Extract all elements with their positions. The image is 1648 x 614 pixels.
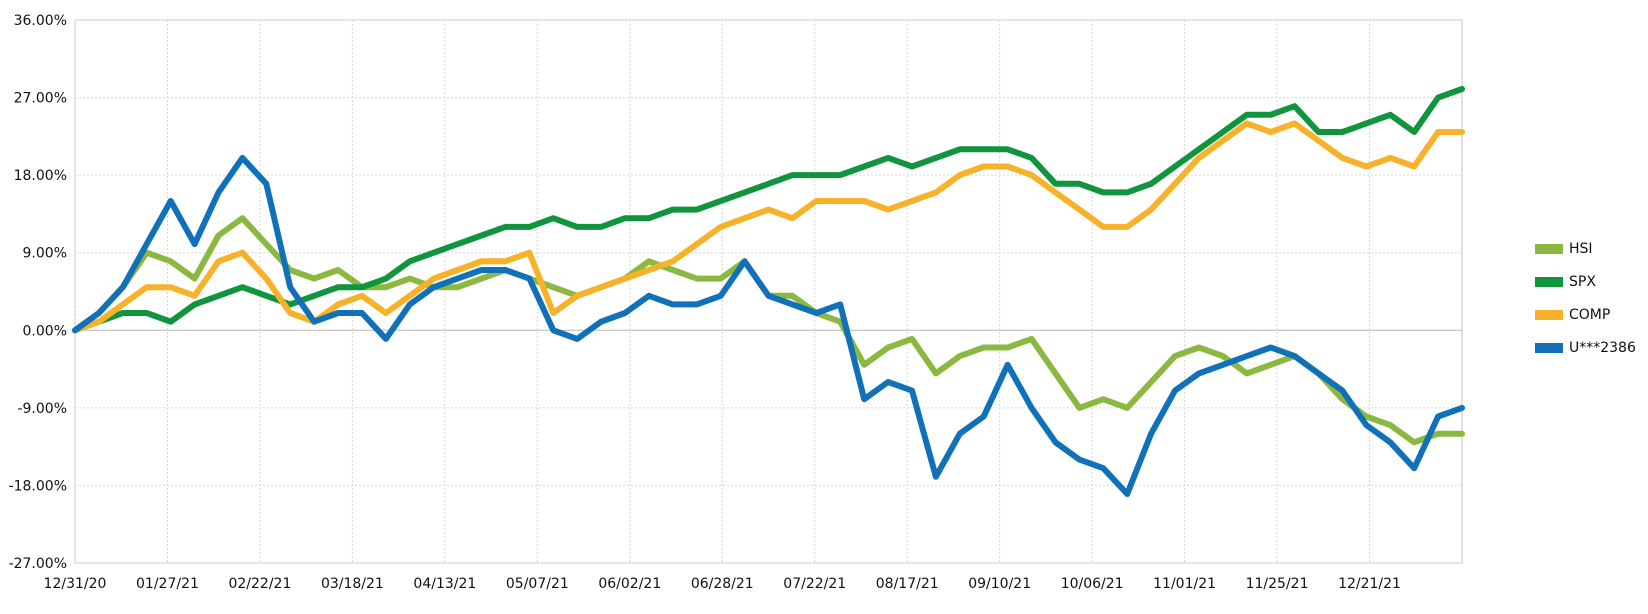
x-tick-label: 11/01/21 xyxy=(1153,576,1216,592)
x-tick-label: 01/27/21 xyxy=(136,576,199,592)
legend-item-spx: SPX xyxy=(1535,265,1636,298)
x-tick-label: 09/10/21 xyxy=(968,576,1031,592)
x-tick-label: 04/13/21 xyxy=(413,576,476,592)
series-lines xyxy=(72,86,1465,497)
grid-lines xyxy=(74,19,1462,564)
x-tick-label: 12/21/21 xyxy=(1338,576,1401,592)
legend-label: U***2386 xyxy=(1569,339,1636,356)
legend-item-comp: COMP xyxy=(1535,298,1636,331)
x-tick-label: 06/28/21 xyxy=(691,576,754,592)
series-line-comp xyxy=(72,120,1465,334)
x-tick-label: 05/07/21 xyxy=(506,576,569,592)
y-tick-label: 0.00% xyxy=(23,323,67,339)
series-line-spx xyxy=(72,86,1465,334)
legend-item-u-2386: U***2386 xyxy=(1535,331,1636,364)
y-tick-label: 9.00% xyxy=(23,246,67,262)
legend-item-hsi: HSI xyxy=(1535,232,1636,265)
legend-swatch xyxy=(1535,243,1563,254)
y-tick-label: 27.00% xyxy=(14,91,67,107)
legend-label: SPX xyxy=(1569,273,1596,290)
legend-label: COMP xyxy=(1569,306,1611,323)
x-tick-label: 12/31/20 xyxy=(44,576,107,592)
x-tick-label: 02/22/21 xyxy=(228,576,291,592)
x-tick-label: 03/18/21 xyxy=(321,576,384,592)
legend-swatch xyxy=(1535,309,1563,320)
x-tick-label: 06/02/21 xyxy=(598,576,661,592)
axis-labels: 36.00% 27.00% 18.00% 9.00% 0.00% -9.00% -18.00… xyxy=(9,13,1401,592)
y-tick-label: -27.00% xyxy=(9,556,67,572)
series-line-u-2386 xyxy=(72,154,1465,497)
chart-legend: HSI SPX COMP U***2386 xyxy=(1535,232,1636,364)
legend-label: HSI xyxy=(1569,240,1593,257)
legend-swatch xyxy=(1535,276,1563,287)
x-tick-label: 08/17/21 xyxy=(876,576,939,592)
x-tick-label: 07/22/21 xyxy=(783,576,846,592)
y-tick-label: 18.00% xyxy=(14,168,67,184)
legend-swatch xyxy=(1535,342,1563,353)
y-tick-label: 36.00% xyxy=(14,13,67,29)
x-tick-label: 10/06/21 xyxy=(1061,576,1124,592)
y-tick-label: -18.00% xyxy=(9,478,67,494)
y-tick-label: -9.00% xyxy=(17,401,67,417)
x-tick-label: 11/25/21 xyxy=(1246,576,1309,592)
